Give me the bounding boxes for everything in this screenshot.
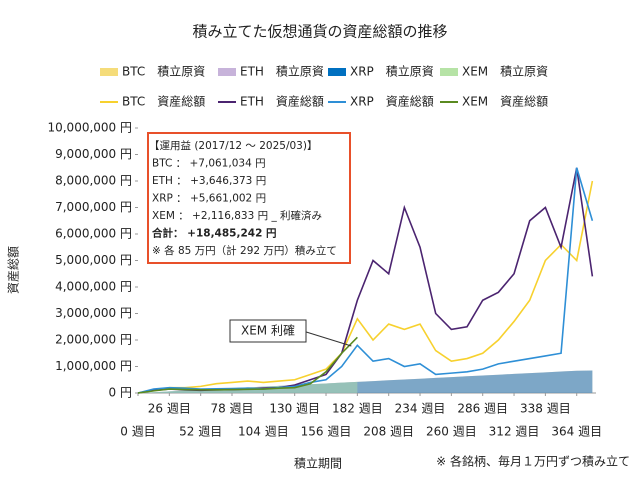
x-tick-label: 364 週目 [551, 425, 602, 439]
y-tick-label: 1,000,000 円 [55, 359, 132, 373]
principal-area [138, 370, 593, 393]
legend-label: BTC 資産総額 [122, 94, 205, 109]
legend-label: XRP 積立原資 [350, 64, 434, 79]
principal-area [138, 370, 593, 393]
x-tick-label: 78 週目 [210, 402, 253, 416]
legend-label: ETH 積立原資 [240, 64, 324, 79]
legend-swatch [100, 68, 118, 76]
legend-label: XEM 資産総額 [462, 94, 548, 109]
legend-label: ETH 資産総額 [240, 94, 324, 109]
callout-box [229, 319, 307, 343]
y-tick-label: 2,000,000 円 [55, 333, 132, 347]
callout-line [302, 330, 352, 347]
footnote: ※ 各銘柄、毎月１万円ずつ積み立て [436, 454, 630, 469]
chart-title: 積み立てた仮想通貨の資産総額の推移 [192, 23, 447, 41]
principal-area [138, 370, 593, 393]
x-tick-label: 52 週目 [179, 425, 222, 439]
x-tick-label: 130 週目 [269, 402, 320, 416]
legend-swatch [218, 68, 236, 76]
x-tick-label: 338 週目 [520, 402, 571, 416]
y-tick-label: 8,000,000 円 [55, 174, 132, 188]
legend-swatch [328, 68, 346, 76]
x-tick-label: 260 週目 [426, 425, 477, 439]
y-axis-label: 資産総額 [6, 246, 21, 294]
annotation-line: 合計： +18,485,242 円 [151, 227, 277, 240]
annotation-line: XEM ： +2,116,833 円 _ 利確済み [152, 209, 322, 222]
y-tick-label: 10,000,000 円 [47, 121, 132, 135]
x-tick-label: 0 週目 [120, 425, 155, 439]
x-tick-label: 104 週目 [238, 425, 289, 439]
value-line [137, 336, 358, 394]
y-tick-label: 7,000,000 円 [55, 200, 132, 214]
y-tick-label: 5,000,000 円 [55, 253, 132, 267]
x-tick-label: 156 週目 [301, 425, 352, 439]
annotation-box [147, 132, 351, 264]
x-axis-label: 積立期間 [294, 456, 342, 471]
y-tick-label: 4,000,000 円 [55, 280, 132, 294]
x-tick-label: 26 週目 [148, 402, 191, 416]
callout-label: XEM 利確 [241, 323, 295, 338]
y-tick-label: 3,000,000 円 [55, 306, 132, 320]
y-tick-label: 9,000,000 円 [55, 147, 132, 161]
y-tick-label: 6,000,000 円 [55, 227, 132, 241]
value-line [137, 167, 594, 394]
x-tick-label: 208 週目 [363, 425, 414, 439]
x-tick-label: 312 週目 [489, 425, 540, 439]
value-line [137, 180, 594, 394]
legend-swatch [440, 68, 458, 76]
legend-label: BTC 積立原資 [122, 64, 205, 79]
legend-label: XRP 資産総額 [350, 94, 434, 109]
annotation-line: BTC ： +7,061,034 円 [152, 158, 266, 170]
annotation-line: ETH ： +3,646,373 円 [152, 175, 266, 187]
x-tick-label: 234 週目 [395, 402, 446, 416]
legend-label: XEM 積立原資 [462, 64, 548, 79]
annotation-line: ※ 各 85 万円（計 292 万円）積み立て [152, 244, 337, 257]
annotation-line: XRP ： +5,661,002 円 [152, 193, 266, 205]
x-tick-label: 182 週目 [332, 402, 383, 416]
y-tick-label: 0 円 [109, 386, 132, 400]
annotation-line: 【運用益 (2017/12 ～ 2025/03)】 [149, 139, 317, 152]
x-tick-label: 286 週目 [457, 402, 508, 416]
